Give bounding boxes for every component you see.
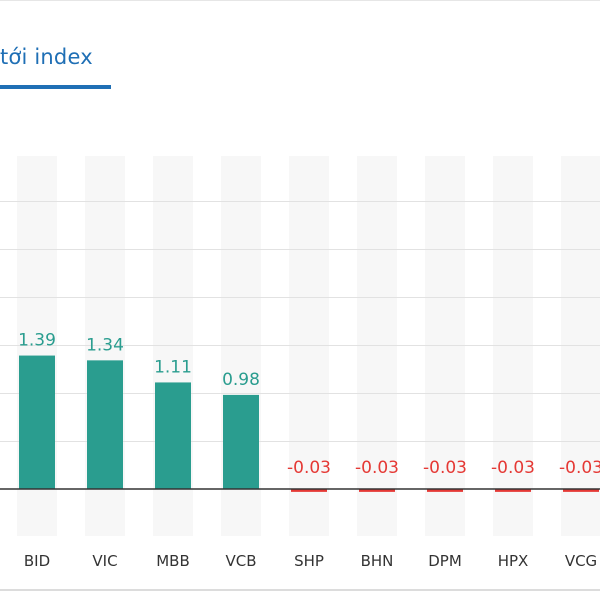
tick-label-vcg: VCG	[565, 552, 597, 570]
active-tab-underline	[0, 85, 111, 89]
data-label-hpx: -0.03	[491, 458, 535, 478]
bar-vcb[interactable]	[223, 394, 259, 489]
x-tick-labels: BID VIC MBB VCB SHP BHN DPM HPX VCG	[24, 552, 597, 570]
tick-label-shp: SHP	[294, 552, 324, 570]
data-label-vic: 1.34	[86, 335, 124, 355]
bar-shp[interactable]	[291, 489, 327, 492]
data-label-bhn: -0.03	[355, 458, 399, 478]
data-label-vcg: -0.03	[559, 458, 600, 478]
tick-label-vic: VIC	[92, 552, 117, 570]
tick-label-dpm: DPM	[428, 552, 462, 570]
tab-title[interactable]: tới index	[0, 45, 93, 69]
bar-hpx[interactable]	[495, 489, 531, 492]
data-label-vcb: 0.98	[222, 370, 260, 390]
tick-label-bid: BID	[24, 552, 50, 570]
bar-bid[interactable]	[19, 355, 55, 489]
data-label-shp: -0.03	[287, 458, 331, 478]
bar-dpm[interactable]	[427, 489, 463, 492]
data-label-dpm: -0.03	[423, 458, 467, 478]
data-labels: 1.39 1.34 1.11 0.98 -0.03 -0.03 -0.03 -0.03 -0.0…	[18, 331, 600, 478]
bar-bhn[interactable]	[359, 489, 395, 492]
bars	[19, 355, 599, 492]
tick-label-mbb: MBB	[156, 552, 190, 570]
tick-label-hpx: HPX	[498, 552, 529, 570]
tick-label-bhn: BHN	[361, 552, 394, 570]
bar-vic[interactable]	[87, 360, 123, 489]
data-label-bid: 1.39	[18, 331, 56, 351]
gridlines	[0, 201, 600, 442]
data-label-mbb: 1.11	[154, 357, 192, 377]
tick-label-vcb: VCB	[225, 552, 256, 570]
bar-vcg[interactable]	[563, 489, 599, 492]
bar-mbb[interactable]	[155, 382, 191, 489]
bottom-divider	[0, 589, 600, 591]
